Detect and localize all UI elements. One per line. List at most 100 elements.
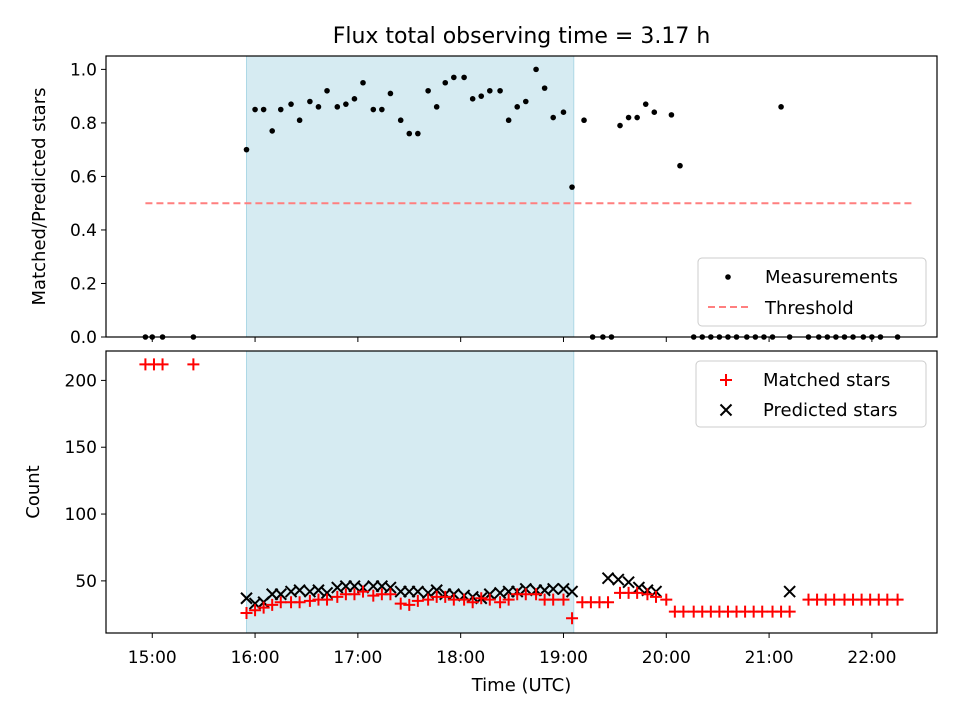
matched-star-point (411, 594, 424, 607)
predicted-star-point (240, 592, 253, 605)
measurement-point (677, 162, 683, 169)
matched-star-point (475, 592, 488, 605)
bottom-legend-box (695, 360, 927, 428)
matched-star-point (321, 593, 334, 606)
measurement-point (668, 112, 675, 118)
matched-star-point (530, 588, 543, 601)
bottom-panel: 50 100 150 200 15:00 16:00 17:00 18:00 19:00 20:0… (23, 350, 938, 696)
measurement-point (522, 98, 529, 105)
top-y-tick-label: 0.6 (70, 167, 97, 187)
measurement-point (379, 106, 385, 113)
matched-star-point (677, 605, 690, 618)
measurement-point (634, 114, 640, 121)
measurement-point (451, 74, 457, 81)
measurement-point (307, 98, 313, 105)
matched-star-point (357, 585, 370, 598)
predicted-star-point (565, 585, 579, 598)
matched-star-point (756, 605, 769, 618)
matched-star-point (422, 593, 435, 606)
x-tick-label: 19:00 (539, 648, 588, 668)
x-tick-label: 17:00 (333, 648, 382, 668)
measurement-point (617, 122, 623, 129)
matched-star-point (602, 596, 615, 609)
matched-star-point (483, 593, 496, 606)
matched-star-point (519, 588, 532, 601)
x-axis-label: Time (UTC) (471, 675, 572, 696)
matched-star-point (439, 590, 452, 603)
matched-star-point (384, 588, 397, 601)
matched-star-point (566, 612, 579, 625)
measurement-point (581, 117, 587, 124)
matched-star-point (249, 604, 262, 617)
bottom-y-tick-label: 50 (75, 572, 97, 592)
predicted-star-point (274, 588, 287, 601)
measurement-point (343, 101, 349, 107)
figure-title: Flux total observing time = 3.17 h (333, 24, 711, 49)
top-y-tick-label: 0.0 (70, 328, 97, 348)
predicted-star-point (411, 585, 425, 598)
legend-matched-marker (720, 374, 732, 386)
x-tick-label: 15:00 (128, 648, 177, 668)
matched-star-point (403, 598, 416, 611)
legend-predicted-label: Predicted stars (763, 400, 897, 421)
predicted-star-point (430, 584, 443, 597)
measurement-point (541, 85, 548, 91)
predicted-star-point (783, 585, 796, 598)
top-shaded-interval (245, 55, 575, 338)
measurement-point (487, 87, 493, 94)
measurement-point (442, 79, 449, 86)
matched-star-point (631, 586, 644, 599)
measurement-point (550, 114, 556, 121)
matched-star-point (660, 593, 673, 606)
measurement-point (334, 104, 341, 110)
matched-star-point (502, 593, 515, 606)
matched-star-point (331, 590, 344, 603)
measurement-point (252, 106, 258, 113)
matched-star-point (881, 593, 894, 606)
matched-star-point (303, 594, 316, 607)
top-marks (142, 66, 915, 340)
bottom-legend: Matched stars Predicted stars (695, 360, 927, 428)
measurement-point (514, 104, 521, 110)
measurement-point (533, 66, 539, 73)
measurement-point (360, 79, 366, 86)
x-tick-label: 18:00 (436, 648, 485, 668)
matched-star-point (394, 597, 407, 610)
legend-matched-label: Matched stars (763, 370, 890, 391)
top-y-tick-label: 0.4 (70, 221, 97, 241)
matched-star-point (557, 593, 570, 606)
measurement-point (569, 184, 575, 190)
top-y-tick-label: 1.0 (70, 60, 97, 80)
matched-star-point (266, 598, 279, 611)
matched-star-point (547, 593, 560, 606)
measurement-point (324, 87, 330, 94)
top-legend: Measurements Threshold (697, 257, 927, 327)
measurement-point (425, 87, 431, 94)
bottom-axes: 50 100 150 200 15:00 16:00 17:00 18:00 19:00 20:0… (65, 371, 897, 668)
matched-star-point (367, 589, 380, 602)
measurement-point (560, 109, 567, 115)
top-y-tick-label: 0.2 (70, 274, 97, 294)
measurement-point (478, 93, 485, 99)
predicted-star-point (312, 584, 325, 597)
bottom-y-tick-label: 200 (65, 371, 97, 391)
predicted-star-point (622, 576, 635, 589)
bottom-shaded-interval (245, 350, 575, 634)
matched-star-point (466, 596, 479, 609)
predicted-star-point (612, 573, 625, 586)
matched-star-point (447, 593, 460, 606)
matched-star-point (274, 596, 287, 609)
measurement-point (243, 146, 250, 153)
bottom-y-axis-label: Count (23, 465, 44, 518)
legend-measurements-label: Measurements (765, 267, 898, 288)
measurement-point (296, 117, 303, 124)
matched-star-point (240, 606, 253, 619)
legend-threshold-label: Threshold (764, 298, 854, 319)
matched-star-point (348, 588, 361, 601)
measurement-point (642, 101, 649, 107)
measurement-point (651, 109, 658, 115)
matched-star-point (293, 596, 306, 609)
legend-measurement-marker (725, 274, 731, 280)
measurement-point (269, 128, 276, 134)
measurement-point (387, 90, 394, 97)
